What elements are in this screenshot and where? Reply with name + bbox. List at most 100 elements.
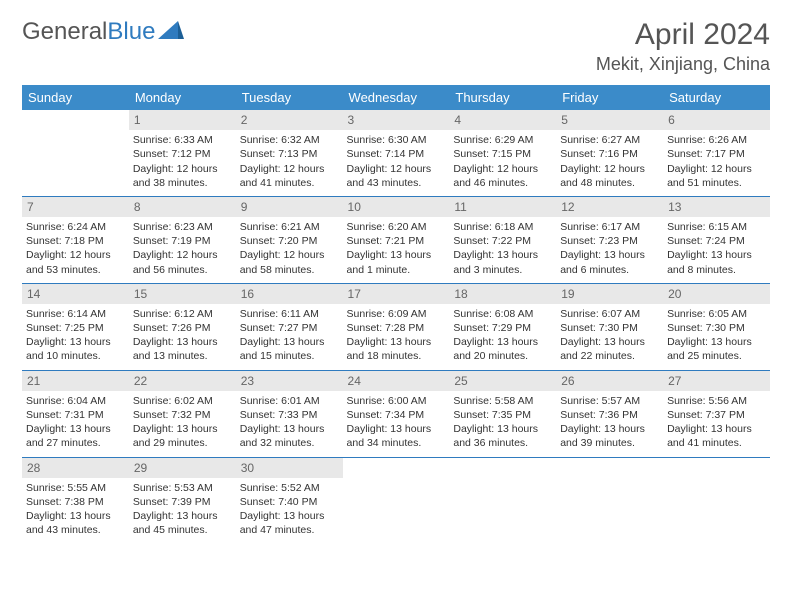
sunset-text: Sunset: 7:23 PM xyxy=(560,234,659,248)
day-number: 24 xyxy=(343,371,450,391)
sunset-text: Sunset: 7:21 PM xyxy=(347,234,446,248)
calendar-cell: 15Sunrise: 6:12 AMSunset: 7:26 PMDayligh… xyxy=(129,284,236,370)
day-number: 3 xyxy=(343,110,450,130)
day-number: 15 xyxy=(129,284,236,304)
calendar-cell: 6Sunrise: 6:26 AMSunset: 7:17 PMDaylight… xyxy=(663,110,770,196)
day-number: 21 xyxy=(22,371,129,391)
sunrise-text: Sunrise: 6:26 AM xyxy=(667,133,766,147)
calendar-cell: 29 Sunrise: 5:53 AMSunset: 7:39 PMDayligh… xyxy=(129,458,236,544)
calendar-cell: 30Sunrise: 5:52 AMSunset: 7:40 PMDayligh… xyxy=(236,458,343,544)
sunset-text: Sunset: 7:16 PM xyxy=(560,147,659,161)
logo-sail-icon xyxy=(158,18,184,46)
day-number: 1 xyxy=(129,110,236,130)
daylight-text: Daylight: 13 hours and 6 minutes. xyxy=(560,248,659,276)
daylight-text: Daylight: 13 hours and 45 minutes. xyxy=(133,509,232,537)
day-number: 29 xyxy=(129,458,236,478)
daylight-text: Daylight: 13 hours and 13 minutes. xyxy=(133,335,232,363)
logo: GeneralBlue xyxy=(22,18,184,46)
day-number: 7 xyxy=(22,197,129,217)
sunrise-text: Sunrise: 6:27 AM xyxy=(560,133,659,147)
sunrise-text: Sunrise: 5:58 AM xyxy=(453,394,552,408)
sunrise-text: Sunrise: 6:33 AM xyxy=(133,133,232,147)
sunrise-text: Sunrise: 6:30 AM xyxy=(347,133,446,147)
calendar-cell: 17Sunrise: 6:09 AMSunset: 7:28 PMDayligh… xyxy=(343,284,450,370)
daylight-text: Daylight: 13 hours and 41 minutes. xyxy=(667,422,766,450)
daylight-text: Daylight: 12 hours and 53 minutes. xyxy=(26,248,125,276)
calendar-cell: 3Sunrise: 6:30 AMSunset: 7:14 PMDaylight… xyxy=(343,110,450,196)
title-block: April 2024 Mekit, Xinjiang, China xyxy=(596,18,770,75)
sunset-text: Sunset: 7:24 PM xyxy=(667,234,766,248)
sunrise-text: Sunrise: 6:17 AM xyxy=(560,220,659,234)
calendar-cell: 11Sunrise: 6:18 AMSunset: 7:22 PMDayligh… xyxy=(449,197,556,283)
day-number: 5 xyxy=(556,110,663,130)
day-number: 6 xyxy=(663,110,770,130)
sunrise-text: Sunrise: 6:05 AM xyxy=(667,307,766,321)
sunset-text: Sunset: 7:28 PM xyxy=(347,321,446,335)
daylight-text: Daylight: 12 hours and 56 minutes. xyxy=(133,248,232,276)
sunset-text: Sunset: 7:25 PM xyxy=(26,321,125,335)
sunrise-text: Sunrise: 5:52 AM xyxy=(240,481,339,495)
day-number: 10 xyxy=(343,197,450,217)
daylight-text: Daylight: 13 hours and 43 minutes. xyxy=(26,509,125,537)
calendar-cell: 8Sunrise: 6:23 AMSunset: 7:19 PMDaylight… xyxy=(129,197,236,283)
calendar-cell: 4Sunrise: 6:29 AMSunset: 7:15 PMDaylight… xyxy=(449,110,556,196)
calendar-cell: 22Sunrise: 6:02 AMSunset: 7:32 PMDayligh… xyxy=(129,371,236,457)
daylight-text: Daylight: 13 hours and 15 minutes. xyxy=(240,335,339,363)
day-number: 4 xyxy=(449,110,556,130)
day-number: 2 xyxy=(236,110,343,130)
day-number: 16 xyxy=(236,284,343,304)
daylight-text: Daylight: 12 hours and 51 minutes. xyxy=(667,162,766,190)
day-number: 19 xyxy=(556,284,663,304)
calendar-cell: 9Sunrise: 6:21 AMSunset: 7:20 PMDaylight… xyxy=(236,197,343,283)
sunrise-text: Sunrise: 6:29 AM xyxy=(453,133,552,147)
daylight-text: Daylight: 13 hours and 22 minutes. xyxy=(560,335,659,363)
sunrise-text: Sunrise: 5:53 AM xyxy=(133,481,232,495)
sunset-text: Sunset: 7:31 PM xyxy=(26,408,125,422)
sunset-text: Sunset: 7:30 PM xyxy=(560,321,659,335)
calendar-cell: 14Sunrise: 6:14 AMSunset: 7:25 PMDayligh… xyxy=(22,284,129,370)
sunrise-text: Sunrise: 6:21 AM xyxy=(240,220,339,234)
calendar-cell: 10Sunrise: 6:20 AMSunset: 7:21 PMDayligh… xyxy=(343,197,450,283)
sunset-text: Sunset: 7:29 PM xyxy=(453,321,552,335)
day-number: 26 xyxy=(556,371,663,391)
sunset-text: Sunset: 7:30 PM xyxy=(667,321,766,335)
sunrise-text: Sunrise: 6:15 AM xyxy=(667,220,766,234)
daylight-text: Daylight: 13 hours and 39 minutes. xyxy=(560,422,659,450)
sunset-text: Sunset: 7:39 PM xyxy=(133,495,232,509)
sunset-text: Sunset: 7:20 PM xyxy=(240,234,339,248)
sunset-text: Sunset: 7:38 PM xyxy=(26,495,125,509)
day-number: 11 xyxy=(449,197,556,217)
weekday-header: Saturday xyxy=(663,85,770,110)
daylight-text: Daylight: 13 hours and 8 minutes. xyxy=(667,248,766,276)
sunrise-text: Sunrise: 6:02 AM xyxy=(133,394,232,408)
daylight-text: Daylight: 13 hours and 18 minutes. xyxy=(347,335,446,363)
logo-text-1: General xyxy=(22,18,107,46)
calendar-cell: 20Sunrise: 6:05 AMSunset: 7:30 PMDayligh… xyxy=(663,284,770,370)
month-title: April 2024 xyxy=(596,18,770,52)
day-number: 12 xyxy=(556,197,663,217)
sunset-text: Sunset: 7:37 PM xyxy=(667,408,766,422)
sunset-text: Sunset: 7:32 PM xyxy=(133,408,232,422)
calendar-cell: 19Sunrise: 6:07 AMSunset: 7:30 PMDayligh… xyxy=(556,284,663,370)
sunset-text: Sunset: 7:27 PM xyxy=(240,321,339,335)
day-number: 14 xyxy=(22,284,129,304)
calendar-cell: 16Sunrise: 6:11 AMSunset: 7:27 PMDayligh… xyxy=(236,284,343,370)
calendar-row: 21Sunrise: 6:04 AMSunset: 7:31 PMDayligh… xyxy=(22,371,770,457)
calendar-cell: 27Sunrise: 5:56 AMSunset: 7:37 PMDayligh… xyxy=(663,371,770,457)
weekday-header: Thursday xyxy=(449,85,556,110)
sunrise-text: Sunrise: 6:09 AM xyxy=(347,307,446,321)
sunset-text: Sunset: 7:26 PM xyxy=(133,321,232,335)
calendar-row: 14Sunrise: 6:14 AMSunset: 7:25 PMDayligh… xyxy=(22,284,770,370)
daylight-text: Daylight: 13 hours and 36 minutes. xyxy=(453,422,552,450)
weekday-header: Wednesday xyxy=(343,85,450,110)
calendar-cell: 5Sunrise: 6:27 AMSunset: 7:16 PMDaylight… xyxy=(556,110,663,196)
daylight-text: Daylight: 12 hours and 38 minutes. xyxy=(133,162,232,190)
daylight-text: Daylight: 13 hours and 20 minutes. xyxy=(453,335,552,363)
sunrise-text: Sunrise: 6:08 AM xyxy=(453,307,552,321)
calendar-cell: 13Sunrise: 6:15 AMSunset: 7:24 PMDayligh… xyxy=(663,197,770,283)
day-number: 30 xyxy=(236,458,343,478)
calendar-cell: 18Sunrise: 6:08 AMSunset: 7:29 PMDayligh… xyxy=(449,284,556,370)
sunrise-text: Sunrise: 6:24 AM xyxy=(26,220,125,234)
sunset-text: Sunset: 7:33 PM xyxy=(240,408,339,422)
calendar-cell: 28Sunrise: 5:55 AMSunset: 7:38 PMDayligh… xyxy=(22,458,129,544)
